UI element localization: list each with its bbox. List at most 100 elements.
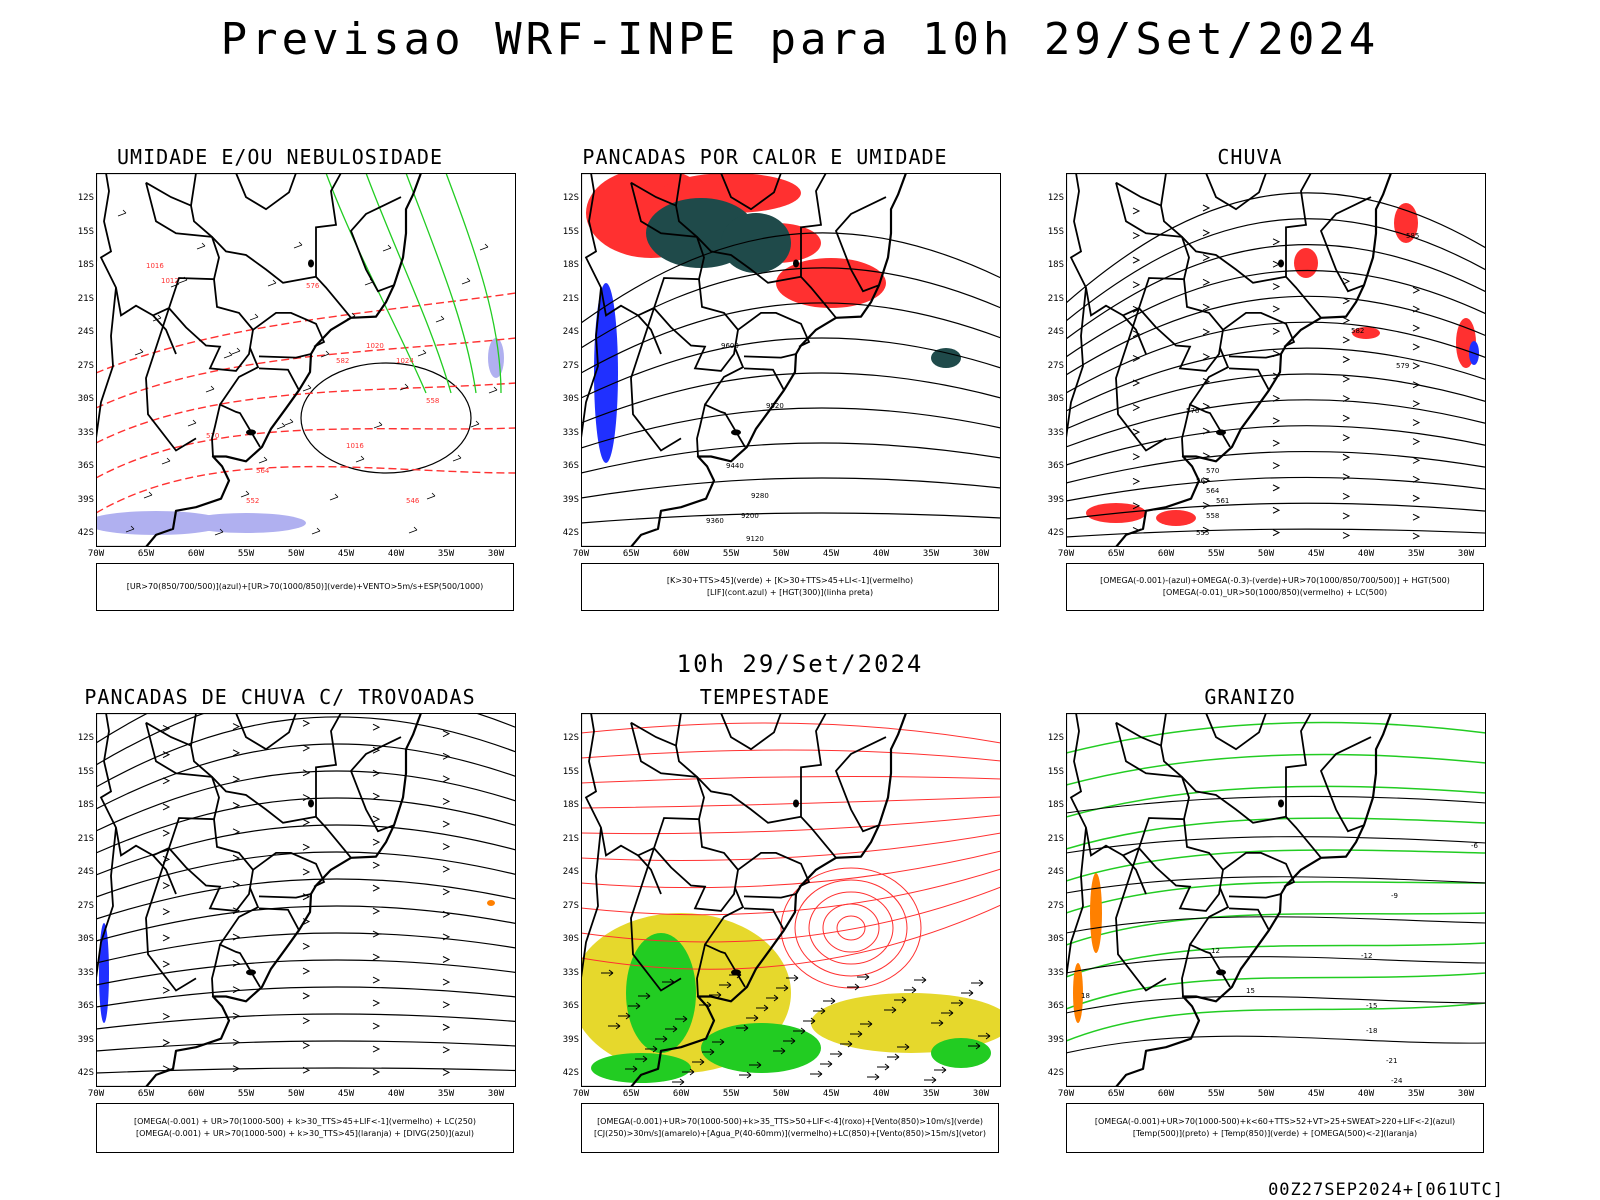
panel-title: GRANIZO	[1204, 685, 1296, 709]
lon-tick-label: 70W	[1057, 549, 1075, 559]
contour-label: 579	[1396, 362, 1409, 370]
lon-tick-label: 35W	[1407, 549, 1425, 559]
lon-tick-label: 45W	[337, 549, 355, 559]
lon-tick-label: 30W	[972, 549, 990, 559]
contour-label: 582	[336, 357, 349, 365]
map-granizo: -6 -9 -12 -15 -18 -21 -24 12 15 18	[1066, 713, 1486, 1087]
lat-tick-label: 30S	[77, 934, 94, 944]
map-frame	[96, 713, 516, 1087]
lat-tick-label: 30S	[77, 394, 94, 404]
lat-tick-label: 42S	[562, 528, 579, 538]
lat-tick-label: 18S	[1047, 260, 1064, 270]
lat-tick-label: 18S	[562, 260, 579, 270]
legend-umidade: [UR>70(850/700/500)](azul)+[UR>70(1000/8…	[96, 563, 514, 611]
lon-tick-label: 70W	[572, 549, 590, 559]
lat-tick-label: 42S	[1047, 1068, 1064, 1078]
lat-tick-label: 39S	[77, 494, 94, 505]
lon-tick-label: 55W	[1207, 549, 1225, 559]
lon-tick-label: 70W	[87, 1089, 105, 1099]
panel-trovoadas: PANCADAS DE CHUVA C/ TROVOADAS [OMEGA(-0…	[40, 685, 520, 1153]
lon-tick-label: 30W	[1457, 549, 1475, 559]
isobars	[300, 362, 472, 474]
orange-area	[1073, 873, 1102, 1023]
legend-trovoadas: [OMEGA(-0.001) + UR>70(1000-500) + k>30_…	[96, 1103, 514, 1153]
lat-tick-label: 15S	[562, 766, 579, 777]
lon-tick-label: 60W	[672, 1089, 690, 1099]
lat-tick-label: 36S	[77, 461, 94, 471]
lat-tick-label: 33S	[562, 967, 579, 978]
lat-tick-label: 39S	[562, 494, 579, 505]
lon-tick-label: 45W	[1307, 1089, 1325, 1099]
legend-chuva: [OMEGA(-0.001)-(azul)+OMEGA(-0.3)-(verde…	[1066, 563, 1484, 611]
panel-tempestade: TEMPESTADE [OMEGA(-0.001)+UR>70(1000-500…	[525, 685, 1005, 1153]
legend-line: [LIF](cont.azul) + [HGT(300)](linha pret…	[706, 588, 874, 597]
map-boundaries	[96, 713, 423, 1087]
lat-tick-label: 18S	[562, 800, 579, 810]
contour-label: 546	[406, 497, 420, 505]
lat-tick-label: 24S	[1047, 327, 1064, 337]
contour-label: 567	[1196, 477, 1209, 485]
contour-label: 555	[1196, 529, 1209, 537]
lon-tick-label: 45W	[1307, 549, 1325, 559]
lat-tick-label: 27S	[562, 360, 579, 371]
lon-tick-label: 40W	[872, 549, 890, 559]
contour-label: 1012	[161, 277, 179, 285]
contour-label: -21	[1386, 1057, 1397, 1065]
contour-label: 15	[1246, 987, 1255, 995]
lon-tick-label: 40W	[872, 1089, 890, 1099]
panel-pancadas-calor: PANCADAS POR CALOR E UMIDADE 9600 9520 944…	[525, 145, 1005, 611]
contour-label: -24	[1391, 1077, 1403, 1085]
contour-label: 1024	[396, 357, 414, 365]
lon-tick-label: 55W	[237, 1089, 255, 1099]
lat-tick-label: 24S	[562, 867, 579, 877]
lat-tick-label: 21S	[1047, 833, 1064, 844]
contour-label: 585	[1406, 232, 1419, 240]
contour-label: 561	[1216, 497, 1229, 505]
contour-label: 9600	[721, 342, 739, 350]
lat-tick-label: 33S	[1047, 967, 1064, 978]
lon-tick-label: 70W	[87, 549, 105, 559]
lat-tick-label: 42S	[77, 528, 94, 538]
lat-tick-label: 21S	[77, 833, 94, 844]
legend-line: [OMEGA(-0.01)_UR>50(1000/850)(vermelho) …	[1162, 588, 1388, 597]
lon-tick-label: 60W	[672, 549, 690, 559]
lat-tick-label: 33S	[77, 427, 94, 438]
lat-tick-label: 24S	[1047, 867, 1064, 877]
lon-tick-label: 35W	[437, 1089, 455, 1099]
panel-granizo: GRANIZO -6 -9 -12 -15 -18 -21 -24 12 15 18 [OMEGA…	[1010, 685, 1490, 1153]
panel-umidade: UMIDADE E/OU NEBULOSIDADE 1016 1012 1020 10…	[40, 145, 520, 611]
lat-tick-label: 42S	[77, 1068, 94, 1078]
map-boundaries	[1066, 173, 1393, 547]
lat-tick-label: 12S	[1047, 193, 1064, 203]
lon-tick-label: 35W	[437, 549, 455, 559]
lat-tick-label: 42S	[1047, 528, 1064, 538]
lat-tick-label: 12S	[562, 733, 579, 743]
lat-tick-label: 12S	[562, 193, 579, 203]
lat-tick-label: 39S	[562, 1034, 579, 1045]
temp-500	[1066, 795, 1486, 1054]
lon-tick-label: 30W	[972, 1089, 990, 1099]
map-trovoadas	[96, 713, 516, 1087]
legend-line: [CJ(250)>30m/s](amarelo)+[Agua_P(40-60mm…	[594, 1129, 986, 1138]
lat-tick-label: 12S	[77, 193, 94, 203]
legend-line: [UR>70(850/700/500)](azul)+[UR>70(1000/8…	[126, 582, 484, 591]
map-boundaries	[581, 713, 908, 1087]
contour-labels: -6 -9 -12 -15 -18 -21 -24 12 15 18	[1081, 842, 1479, 1085]
lat-tick-label: 15S	[77, 226, 94, 237]
contour-label: 18	[1081, 992, 1090, 1000]
lat-tick-label: 12S	[1047, 733, 1064, 743]
lat-tick-label: 33S	[562, 427, 579, 438]
lat-tick-label: 27S	[77, 900, 94, 911]
contour-label: 9200	[741, 512, 759, 520]
lon-tick-label: 50W	[1257, 1089, 1275, 1099]
legend-granizo: [OMEGA(-0.001)+UR>70(1000-500)+k<60+TTS>…	[1066, 1103, 1484, 1153]
lat-tick-label: 33S	[77, 967, 94, 978]
map-frame	[1066, 713, 1486, 1087]
lon-tick-label: 35W	[922, 1089, 940, 1099]
lat-tick-label: 30S	[562, 934, 579, 944]
contour-label: 570	[1206, 467, 1219, 475]
contour-label: 1020	[366, 342, 384, 350]
lat-tick-label: 33S	[1047, 427, 1064, 438]
lon-tick-label: 30W	[1457, 1089, 1475, 1099]
